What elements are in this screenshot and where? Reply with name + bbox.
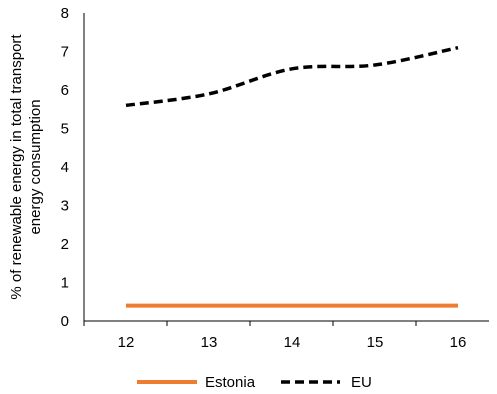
x-tick-label: 14 xyxy=(284,334,301,351)
y-tick-label: 5 xyxy=(61,121,69,138)
x-axis: 12 13 14 15 16 xyxy=(83,320,489,351)
series-layer xyxy=(125,45,459,308)
legend-label-estonia: Estonia xyxy=(205,374,256,391)
y-tick-label: 8 xyxy=(61,5,69,22)
y-axis-title-line-1: % of renewable energy in total transport xyxy=(8,34,25,300)
x-tick-label: 15 xyxy=(367,334,384,351)
y-tick-label: 1 xyxy=(61,275,69,292)
legend: Estonia EU xyxy=(137,374,372,391)
y-tick-label: 6 xyxy=(61,82,69,99)
y-tick-label: 3 xyxy=(61,198,69,215)
legend-label-eu: EU xyxy=(351,374,372,391)
y-tick-label: 4 xyxy=(61,159,69,176)
x-tick-label: 12 xyxy=(118,334,135,351)
y-tick-label: 7 xyxy=(61,44,69,61)
y-axis-title-line-2: energy consumption xyxy=(27,99,44,234)
y-axis: 0 1 2 3 4 5 6 7 8 xyxy=(61,5,85,330)
y-tick-label: 0 xyxy=(61,313,69,330)
y-tick-label: 2 xyxy=(61,236,69,253)
y-axis-title: % of renewable energy in total transport… xyxy=(8,34,44,300)
x-tick-label: 16 xyxy=(450,334,467,351)
series-line-eu xyxy=(125,45,459,108)
x-tick-label: 13 xyxy=(201,334,218,351)
